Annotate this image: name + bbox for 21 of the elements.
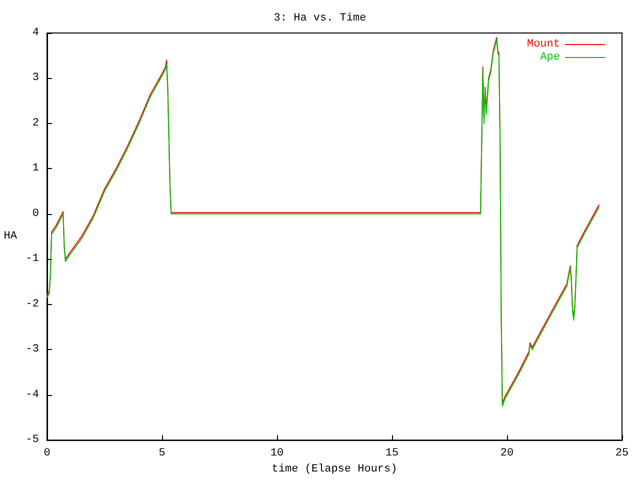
x-tick-label: 5 <box>158 448 166 460</box>
y-tick-label: -2 <box>26 298 39 310</box>
x-tick-label: 10 <box>270 448 284 460</box>
y-tick-label: 1 <box>32 162 40 175</box>
y-tick-label: -5 <box>26 434 39 446</box>
x-tick-label: 0 <box>44 448 50 460</box>
legend-label: Mount <box>526 38 560 50</box>
chart-title: 3: Ha vs. Time <box>274 12 366 24</box>
x-axis-title: time (Elapse Hours) <box>272 464 398 476</box>
y-axis-title: HA <box>4 230 18 243</box>
y-tick-label: 3 <box>32 72 39 84</box>
y-tick-label: -3 <box>26 344 39 356</box>
y-tick-label: 4 <box>32 27 40 39</box>
x-tick-label: 25 <box>615 448 629 460</box>
x-tick-label: 20 <box>500 448 514 460</box>
y-tick-label: 2 <box>32 117 39 130</box>
y-tick-label: -1 <box>26 253 40 266</box>
legend-label: Ape <box>540 52 560 64</box>
y-tick-label: -4 <box>26 388 40 401</box>
x-tick-label: 15 <box>385 448 399 460</box>
y-tick-label: 0 <box>32 208 39 220</box>
